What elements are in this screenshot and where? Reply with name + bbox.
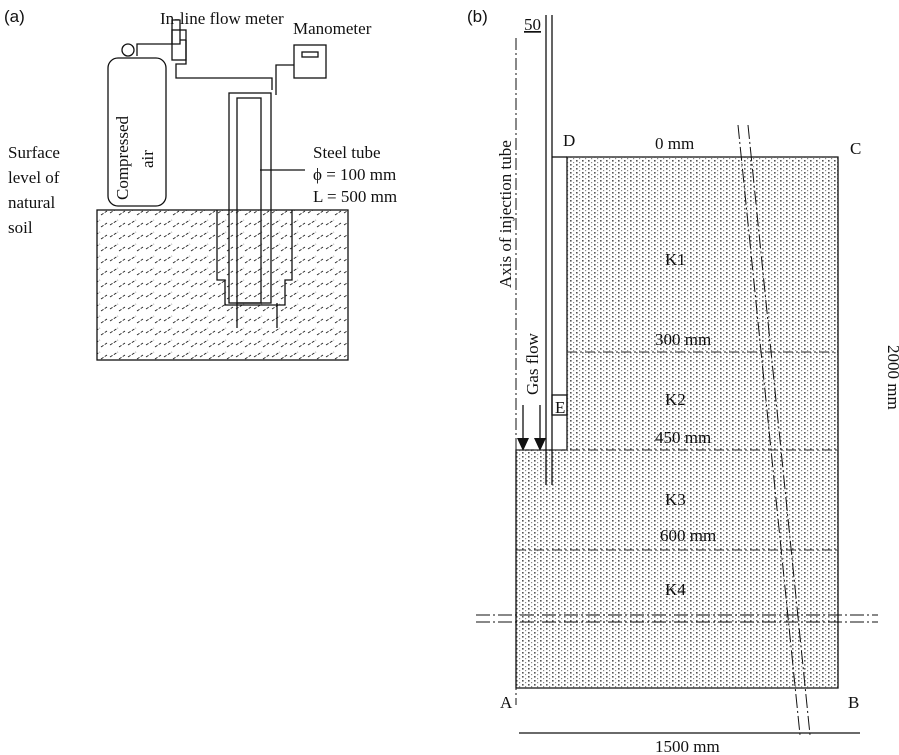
- layer-label: K1: [665, 250, 686, 269]
- level-label: 600 mm: [660, 526, 716, 545]
- soil-column: [515, 156, 839, 689]
- flow-meter-label: In-line flow meter: [160, 9, 284, 28]
- level-label: 450 mm: [655, 428, 711, 447]
- break-line: [476, 614, 878, 623]
- panel-b: (b) 50 Axis of injection tube Gas flow D…: [467, 7, 899, 755]
- manometer-pipe: [275, 64, 294, 95]
- cylinder-label: air: [138, 150, 157, 168]
- arrowheads: [517, 438, 546, 451]
- manometer-label: Manometer: [293, 19, 372, 38]
- valve: [121, 43, 135, 57]
- tube-label: Steel tube: [313, 143, 381, 162]
- cylinder-label: Compressed: [113, 115, 132, 200]
- panel-a: (a) In-line flow meter Manometer Compres…: [4, 7, 397, 361]
- soil: [96, 209, 349, 361]
- level-label: 300 mm: [655, 330, 711, 349]
- inner-tube: [236, 97, 262, 304]
- surface-label: natural: [8, 193, 55, 212]
- corner-e: E: [555, 398, 565, 417]
- corner-b: B: [848, 693, 859, 712]
- corner-d: D: [563, 131, 575, 150]
- flow-meter: [171, 29, 187, 61]
- height-label: 2000 mm: [884, 345, 899, 410]
- port: [551, 394, 568, 416]
- panel-label: (a): [4, 7, 25, 26]
- surface-label: soil: [8, 218, 33, 237]
- layer-label: K2: [665, 390, 686, 409]
- tube-label: L = 500 mm: [313, 187, 397, 206]
- air-cylinder: [107, 57, 167, 207]
- manometer: [293, 44, 327, 79]
- level-label: 0 mm: [655, 134, 694, 153]
- gas-flow-label: Gas flow: [523, 332, 542, 395]
- manometer-dial: [301, 51, 319, 58]
- layer-label: K4: [665, 580, 686, 599]
- axis-label: Axis of injection tube: [496, 140, 515, 288]
- flow-arrows: [522, 405, 541, 440]
- surface-label: Surface: [8, 143, 60, 162]
- layer-boundaries: [516, 351, 838, 551]
- corner-c: C: [850, 139, 861, 158]
- hole: [216, 210, 293, 306]
- pipes: [136, 19, 273, 90]
- tube-legs: [236, 169, 305, 328]
- width-label: 1500 mm: [655, 737, 720, 755]
- corner-a: A: [500, 693, 513, 712]
- break-line: [737, 124, 811, 736]
- layer-label: K3: [665, 490, 686, 509]
- panel-label: (b): [467, 7, 488, 26]
- offset-label: 50: [524, 15, 541, 34]
- surface-label: level of: [8, 168, 60, 187]
- tube-label: ϕ = 100 mm: [313, 165, 396, 184]
- injection-tube: [545, 15, 553, 485]
